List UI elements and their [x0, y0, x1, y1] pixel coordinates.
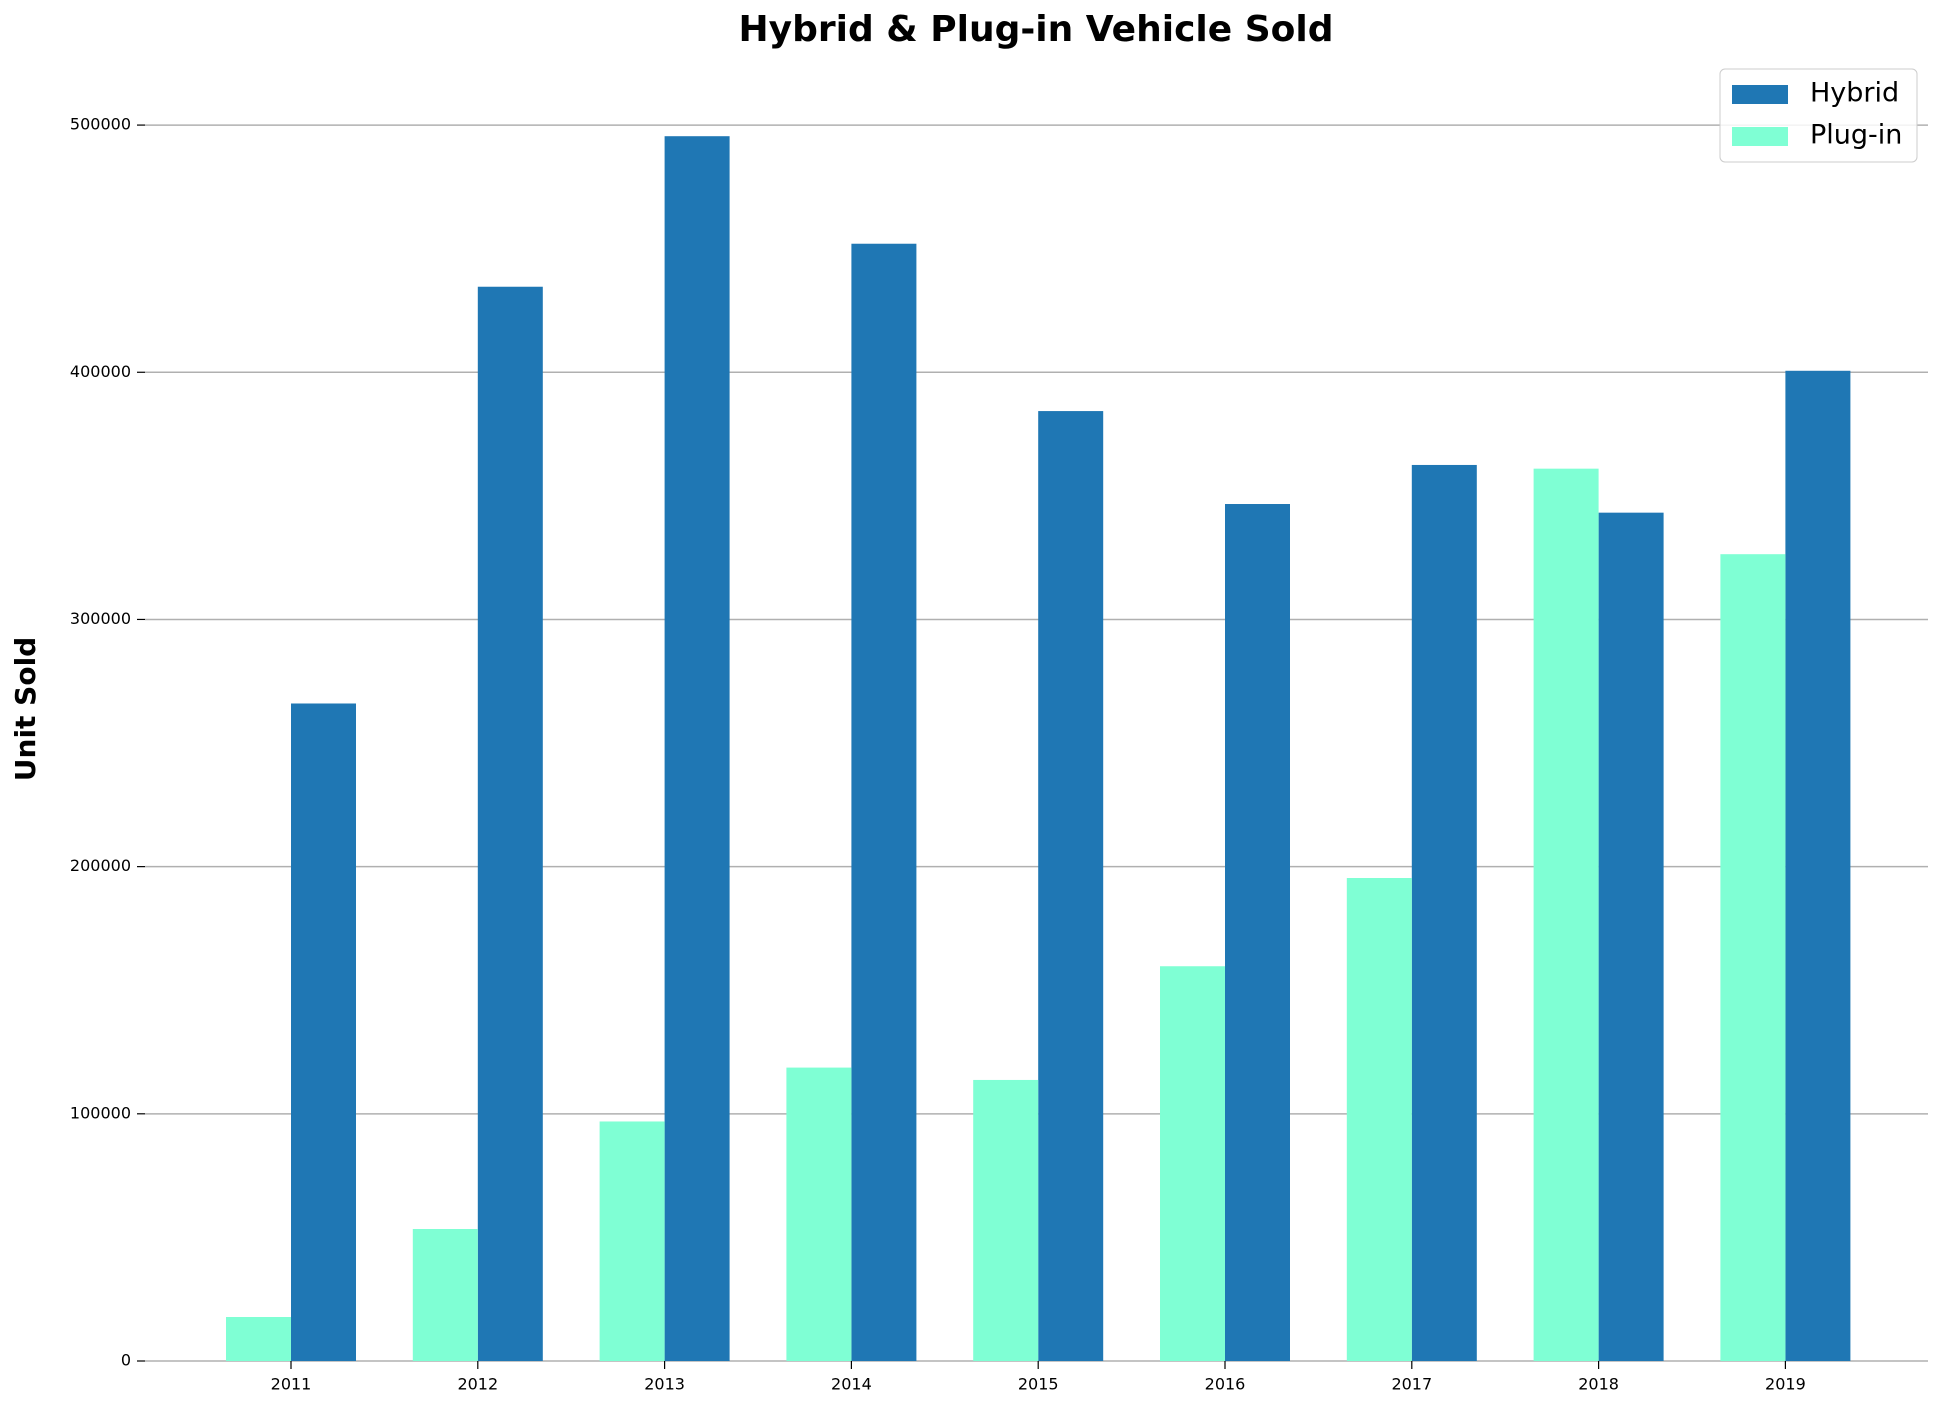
y-tick-label: 200000 — [70, 856, 131, 875]
y-tick-label: 300000 — [70, 609, 131, 628]
bar — [851, 243, 917, 1362]
chart-title: Hybrid & Plug-in Vehicle Sold — [739, 9, 1334, 50]
x-tick-label: 2017 — [1391, 1375, 1432, 1394]
x-tick-label: 2019 — [1765, 1375, 1806, 1394]
bar — [1160, 966, 1225, 1361]
x-tick-label: 2018 — [1578, 1375, 1619, 1394]
bar — [599, 1121, 665, 1361]
x-tick-label: 2015 — [1018, 1375, 1059, 1394]
x-tick-label: 2016 — [1205, 1375, 1246, 1394]
bar — [1038, 411, 1104, 1362]
y-tick-label: 400000 — [70, 362, 131, 381]
legend-swatch — [1732, 127, 1788, 146]
bar — [1346, 878, 1412, 1361]
bar — [786, 1067, 852, 1361]
bar — [664, 136, 730, 1362]
bar — [1533, 468, 1599, 1361]
bar — [1598, 512, 1664, 1361]
bar — [291, 703, 356, 1361]
x-tick-label: 2014 — [831, 1375, 872, 1394]
x-tick-label: 2012 — [457, 1375, 498, 1394]
bar — [477, 286, 543, 1361]
bar — [412, 1229, 478, 1361]
bar — [226, 1317, 291, 1361]
bar — [1225, 504, 1290, 1361]
y-tick-label: 100000 — [70, 1103, 131, 1122]
bar — [1411, 464, 1477, 1361]
bar — [973, 1079, 1039, 1361]
y-axis-label: Unit Sold — [9, 637, 42, 781]
y-tick-label: 500000 — [70, 115, 131, 134]
bar — [1785, 370, 1851, 1361]
x-tick-label: 2011 — [271, 1375, 312, 1394]
legend-label: Plug-in — [1810, 120, 1902, 151]
legend-label: Hybrid — [1810, 78, 1899, 109]
y-tick-label: 0 — [121, 1351, 131, 1370]
bar — [1720, 554, 1786, 1361]
x-tick-label: 2013 — [644, 1375, 685, 1394]
legend-swatch — [1732, 85, 1788, 104]
